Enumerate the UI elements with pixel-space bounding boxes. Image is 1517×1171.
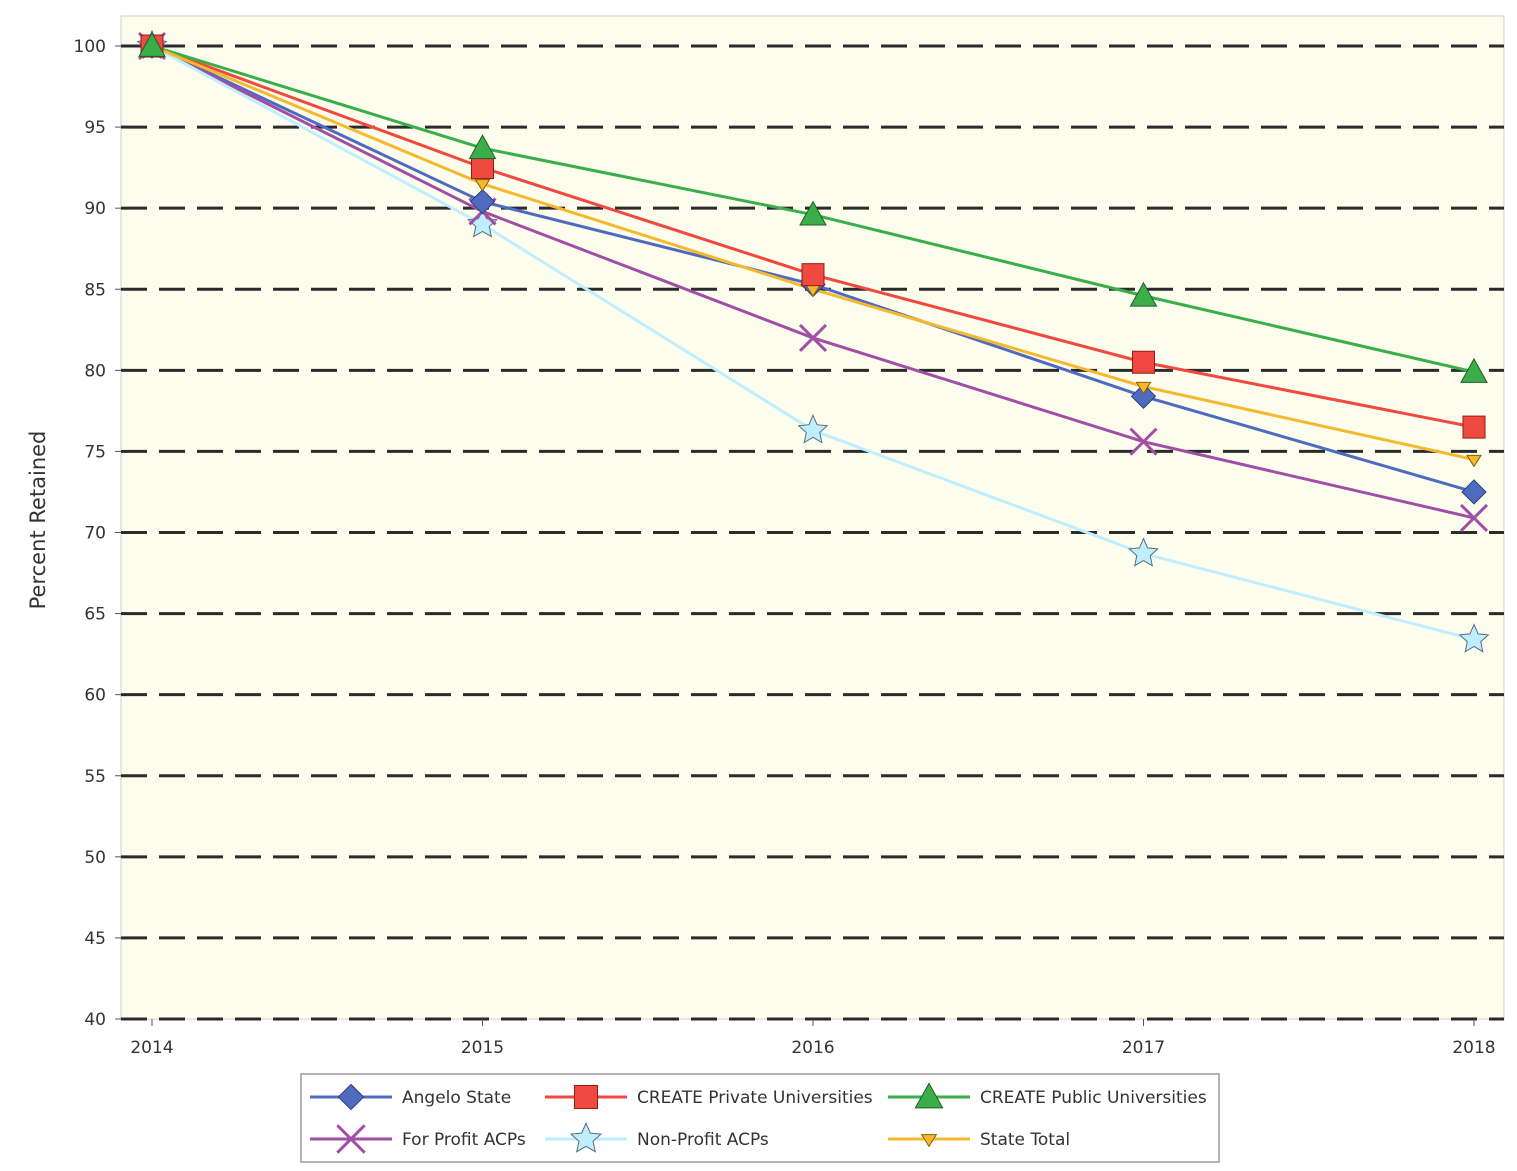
y-tick-label-95: 95 bbox=[84, 118, 106, 138]
x-tick-label-2018: 2018 bbox=[1452, 1038, 1495, 1058]
legend-marker-3 bbox=[336, 1124, 366, 1154]
y-tick-label-50: 50 bbox=[84, 848, 106, 868]
y-tick-label-70: 70 bbox=[84, 524, 106, 544]
legend-marker-2 bbox=[914, 1082, 944, 1109]
y-tick-label-75: 75 bbox=[84, 442, 106, 462]
legend-marker-0 bbox=[337, 1083, 365, 1111]
point-4-2017 bbox=[1128, 537, 1159, 567]
point-4-2016 bbox=[797, 414, 829, 444]
y-axis-ticks: 40 45 50 55 60 65 70 75 80 85 90 95 100 bbox=[74, 37, 121, 1030]
y-axis-title: Percent Retained bbox=[26, 431, 50, 610]
point-5-2017 bbox=[1135, 381, 1152, 395]
x-tick-label-2015: 2015 bbox=[461, 1038, 504, 1058]
x-axis-ticks: 2014 2015 2016 2017 2018 bbox=[130, 1019, 1496, 1058]
y-tick-label-65: 65 bbox=[84, 605, 106, 625]
point-4-2018 bbox=[1458, 623, 1490, 653]
point-3-2018 bbox=[1459, 503, 1489, 532]
y-tick-label-100: 100 bbox=[74, 37, 106, 57]
x-tick-label-2014: 2014 bbox=[130, 1038, 173, 1058]
legend-label-3: For Profit ACPs bbox=[402, 1130, 526, 1150]
y-tick-label-80: 80 bbox=[84, 361, 106, 381]
point-4-2015 bbox=[467, 208, 498, 238]
y-tick-label-85: 85 bbox=[84, 280, 106, 300]
legend-label-1: CREATE Private Universities bbox=[637, 1088, 873, 1108]
point-5-2018 bbox=[1466, 454, 1482, 468]
point-0-2015 bbox=[469, 188, 496, 215]
plot-area bbox=[120, 15, 1505, 1020]
grid-lines bbox=[121, 44, 1504, 1021]
point-2-2014 bbox=[138, 31, 166, 57]
series-markers bbox=[136, 29, 1490, 653]
point-2-2018 bbox=[1460, 357, 1488, 383]
point-2-2017 bbox=[1129, 281, 1158, 307]
point-2-2015 bbox=[468, 134, 497, 160]
legend: Angelo State CREATE Private Universities C… bbox=[300, 1073, 1220, 1163]
legend-label-2: CREATE Public Universities bbox=[980, 1088, 1207, 1108]
legend-box bbox=[300, 1073, 1220, 1163]
point-1-2017 bbox=[1132, 350, 1155, 374]
y-tick-label-45: 45 bbox=[84, 929, 106, 949]
point-0-2018 bbox=[1461, 479, 1487, 505]
point-1-2018 bbox=[1462, 415, 1486, 439]
x-tick-label-2016: 2016 bbox=[791, 1038, 834, 1058]
y-tick-label-40: 40 bbox=[84, 1010, 106, 1030]
legend-label-0: Angelo State bbox=[402, 1088, 511, 1108]
point-5-2015 bbox=[474, 179, 491, 192]
point-0-2017 bbox=[1130, 383, 1157, 409]
y-tick-label-60: 60 bbox=[84, 686, 106, 706]
x-tick-label-2017: 2017 bbox=[1122, 1038, 1165, 1058]
legend-label-5: State Total bbox=[980, 1130, 1070, 1150]
y-tick-label-55: 55 bbox=[84, 767, 106, 787]
point-1-2016 bbox=[801, 263, 825, 287]
point-1-2015 bbox=[471, 156, 494, 180]
legend-marker-1 bbox=[573, 1084, 599, 1110]
y-tick-label-90: 90 bbox=[84, 199, 106, 219]
legend-marker-5 bbox=[920, 1134, 938, 1148]
point-3-2016 bbox=[798, 323, 828, 352]
point-2-2016 bbox=[799, 200, 827, 226]
legend-label-4: Non-Profit ACPs bbox=[637, 1130, 769, 1150]
legend-marker-4 bbox=[569, 1122, 603, 1153]
point-3-2017 bbox=[1129, 427, 1158, 456]
